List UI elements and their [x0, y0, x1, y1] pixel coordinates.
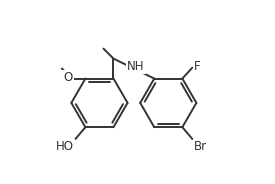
Text: NH: NH: [127, 60, 144, 73]
Text: F: F: [194, 60, 201, 73]
Text: Br: Br: [194, 140, 207, 153]
Text: HO: HO: [56, 140, 74, 153]
Text: O: O: [64, 71, 73, 84]
